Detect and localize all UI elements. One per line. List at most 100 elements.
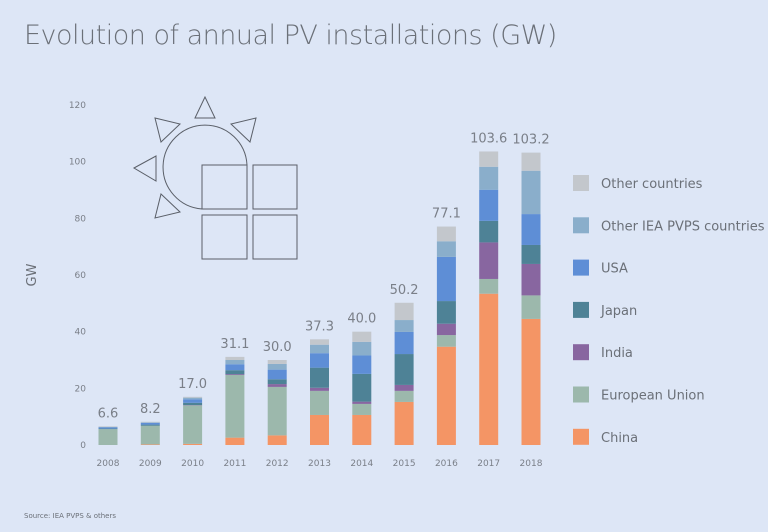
bar-segment-usa	[352, 355, 372, 374]
legend-label: European Union	[601, 389, 705, 404]
bar-segment-other-countries	[394, 302, 414, 321]
bar-segment-european-union	[479, 278, 499, 294]
bar-segment-other-iea-pvps-countries	[98, 426, 118, 428]
bar-segment-other-countries	[98, 426, 118, 427]
bar-segment-japan	[352, 373, 372, 402]
legend-label: India	[601, 346, 633, 361]
sun-ray	[154, 193, 182, 219]
sun-ray	[229, 117, 257, 143]
bar-segment-other-iea-pvps-countries	[352, 341, 372, 356]
bar-segment-usa	[310, 353, 329, 368]
x-tick-label: 2010	[181, 459, 204, 469]
bar-segment-european-union	[436, 335, 456, 347]
bar-segment-japan	[436, 301, 456, 324]
sun-ray	[132, 155, 157, 182]
x-tick-label: 2012	[266, 459, 289, 469]
bar-segment-usa	[140, 422, 160, 425]
y-tick-label: 100	[69, 158, 86, 168]
bar-segment-other-iea-pvps-countries	[394, 320, 414, 332]
bar-segment-other-iea-pvps-countries	[225, 360, 245, 365]
x-tick-label: 2015	[393, 459, 416, 469]
bar-segment-japan	[394, 354, 414, 385]
bar-segment-european-union	[267, 386, 287, 436]
bar-segment-other-iea-pvps-countries	[310, 344, 329, 354]
source-note: Source: IEA PVPS & others	[24, 512, 117, 520]
bar-segment-usa	[521, 214, 541, 245]
bar-segment-european-union	[225, 375, 245, 438]
bar-segment-china	[140, 444, 160, 445]
bar-segment-china	[183, 443, 203, 445]
y-tick-label: 120	[69, 101, 86, 111]
bar-segment-european-union	[352, 403, 372, 415]
legend-label: USA	[601, 262, 628, 277]
bar-segment-other-countries	[225, 356, 245, 360]
bar-segment-other-iea-pvps-countries	[140, 422, 160, 423]
legend-item: Other IEA PVPS countries	[573, 217, 765, 234]
bar-total-label: 31.1	[220, 337, 249, 352]
bar-total-label: 103.6	[470, 131, 507, 146]
legend-item: Other countries	[573, 175, 703, 192]
sun-ray	[194, 95, 216, 119]
bar-total-label: 103.2	[512, 133, 549, 148]
bar-segment-india	[394, 384, 414, 391]
legend-item: India	[573, 344, 633, 361]
y-tick-label: 20	[75, 384, 87, 394]
x-tick-label: 2011	[223, 459, 246, 469]
bar-segment-usa	[479, 189, 499, 221]
x-tick-label: 2013	[308, 459, 331, 469]
bar-segment-japan	[310, 367, 329, 388]
legend-swatch	[573, 344, 589, 361]
bar-segment-other-countries	[436, 226, 456, 242]
bar-segment-usa	[394, 331, 414, 355]
bar-segment-other-countries	[267, 360, 287, 364]
bar-segment-other-iea-pvps-countries	[479, 166, 499, 190]
bar-segment-india	[267, 384, 287, 387]
bar-total-label: 17.0	[178, 377, 207, 392]
bar-segment-china	[225, 437, 245, 445]
legend-swatch	[573, 301, 589, 318]
bar-segment-india	[436, 323, 456, 336]
panel-cell	[201, 164, 248, 210]
x-tick-label: 2016	[435, 459, 458, 469]
legend-label: Other countries	[601, 177, 703, 192]
y-tick-label: 80	[75, 214, 87, 224]
bar-segment-other-countries	[140, 421, 160, 423]
legend-swatch	[573, 428, 589, 445]
bar-total-label: 77.1	[432, 207, 461, 222]
bar-segment-usa	[267, 369, 287, 380]
bar-segment-other-countries	[310, 339, 329, 345]
bar-segment-china	[436, 346, 456, 445]
bar-segment-china	[521, 318, 541, 445]
chart-title: Evolution of annual PV installations (GW…	[24, 20, 557, 51]
bar-segment-other-iea-pvps-countries	[267, 363, 287, 370]
bar-segment-china	[310, 414, 329, 445]
legend-label: Other IEA PVPS countries	[601, 219, 765, 234]
bar-segment-european-union	[140, 425, 160, 445]
bar-segment-european-union	[521, 295, 541, 319]
bar-segment-china	[479, 293, 499, 445]
bar-total-label: 40.0	[347, 312, 376, 327]
legend-swatch	[573, 386, 589, 403]
legend-item: Japan	[573, 301, 637, 319]
bar-segment-european-union	[394, 390, 414, 402]
legend-swatch	[573, 259, 589, 276]
solar-panel-icon	[132, 95, 298, 260]
bar-total-label: 6.6	[98, 406, 119, 421]
x-tick-label: 2018	[520, 459, 543, 469]
legend-swatch	[573, 217, 589, 234]
bar-segment-japan	[140, 424, 160, 426]
bar-segment-european-union	[98, 429, 118, 445]
bar-segment-china	[394, 401, 414, 445]
bar-segment-india	[352, 401, 372, 404]
bar-segment-usa	[183, 399, 203, 403]
legend-swatch	[573, 175, 589, 191]
panel-cell	[252, 164, 298, 210]
bar-segment-japan	[183, 402, 203, 406]
bar-segment-japan	[98, 428, 118, 430]
bar-segment-india	[479, 242, 499, 279]
panel-cell	[252, 214, 298, 260]
bar-segment-japan	[521, 244, 541, 264]
bar-total-label: 37.3	[305, 319, 334, 334]
bar-segment-european-union	[310, 390, 329, 415]
